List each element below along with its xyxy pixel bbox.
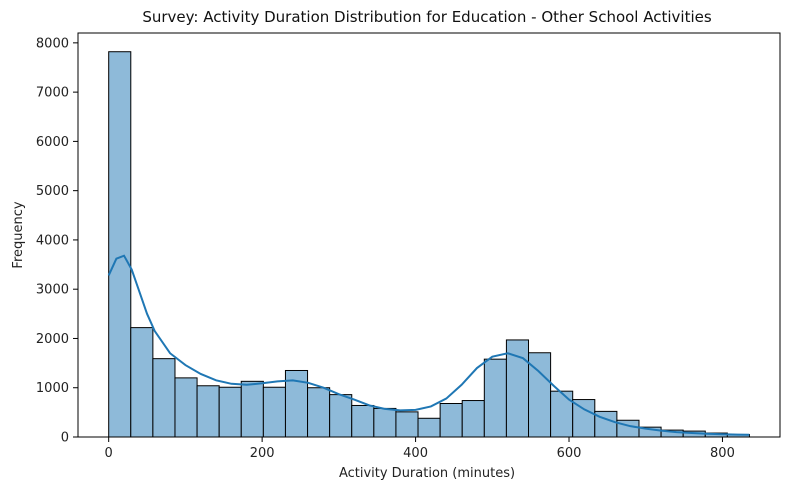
y-axis-title: Frequency: [11, 201, 26, 268]
kde-line: [107, 254, 750, 436]
histogram-bar: [218, 386, 242, 438]
histogram-bar: [262, 386, 286, 438]
plot-frame: [77, 32, 781, 438]
x-axis-title: Activity Duration (minutes): [339, 466, 515, 481]
chart-title: Survey: Activity Duration Distribution f…: [142, 8, 712, 26]
histogram-bar: [152, 358, 176, 438]
x-tick-label: 600: [557, 446, 582, 461]
x-tick-label: 800: [710, 446, 735, 461]
y-tick-label: 6000: [36, 135, 69, 150]
histogram-bar: [307, 387, 331, 438]
y-tick-label: 8000: [36, 36, 69, 51]
x-tick-label: 0: [105, 446, 113, 461]
y-tick-label: 7000: [36, 86, 69, 101]
y-tick-label: 3000: [36, 283, 69, 298]
histogram-bar: [130, 327, 154, 438]
histogram-bar: [550, 390, 574, 438]
histogram-bar: [395, 411, 419, 438]
y-tick-label: 2000: [36, 332, 69, 347]
histogram-bar: [240, 380, 264, 438]
x-axis-ticks: 0 200 400 600 800: [105, 437, 735, 461]
y-axis-ticks: 0 1000 2000 3000 4000 5000 6000 7000 8000: [36, 36, 78, 446]
histogram-bar: [461, 400, 485, 438]
y-tick-label: 5000: [36, 184, 69, 199]
histogram-bar: [329, 394, 353, 438]
histogram-bar: [351, 404, 375, 438]
y-tick-label: 4000: [36, 233, 69, 248]
histogram-bar: [417, 417, 441, 438]
bars-layer: [108, 51, 750, 438]
y-tick-label: 1000: [36, 381, 69, 396]
histogram-bar: [196, 385, 220, 438]
histogram-bar: [108, 51, 132, 438]
x-tick-label: 400: [403, 446, 428, 461]
histogram-bar: [174, 377, 198, 438]
x-tick-label: 200: [250, 446, 275, 461]
histogram-bar: [439, 403, 463, 438]
y-tick-label: 0: [61, 431, 69, 446]
histogram-bar: [483, 358, 507, 438]
histogram-bar: [373, 407, 397, 438]
